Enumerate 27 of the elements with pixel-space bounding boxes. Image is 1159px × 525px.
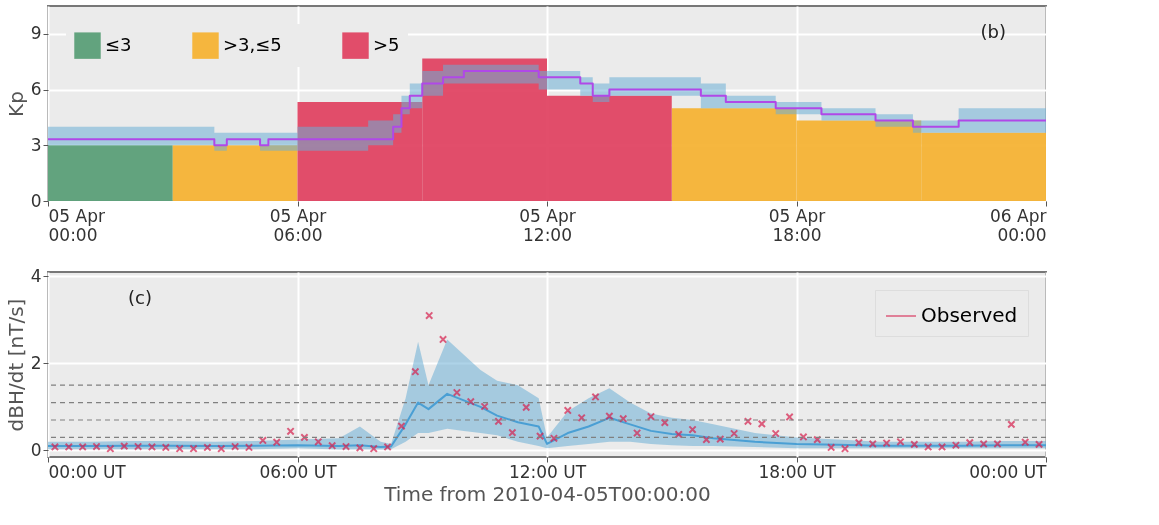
legend-label: >3,≤5: [223, 33, 282, 55]
annotation: (c): [128, 287, 152, 308]
x-tick-label: 05 Apr 06:00: [269, 205, 327, 245]
annotation: (b): [980, 21, 1006, 42]
x-tick-label: 05 Apr 12:00: [519, 205, 576, 245]
line-series: [47, 392, 1047, 448]
x-tick-label: 12:00 UT: [508, 461, 587, 482]
x-tick-label: 06:00 UT: [259, 461, 338, 482]
y-tick-label: 4: [30, 265, 42, 286]
legend-label: Observed: [921, 303, 1018, 327]
x-tick-label: 05 Apr 00:00: [48, 205, 105, 245]
legend-label: >5: [373, 33, 400, 55]
y-tick-label: 9: [30, 23, 42, 44]
legend-label: ≤3: [105, 33, 132, 55]
x-axis-title: Time from 2010-04-05T00:00:00: [383, 481, 711, 506]
x-tick-label: 00:00 UT: [48, 461, 127, 482]
x-tick-label: 06 Apr 00:00: [990, 205, 1047, 245]
y-tick-label: 6: [30, 79, 42, 100]
y-tick-label: 2: [30, 352, 42, 373]
y-tick-label: 0: [30, 190, 42, 211]
y-tick-label: 3: [30, 134, 42, 155]
y-axis-title: dBH/dt [nT/s]: [3, 298, 28, 432]
x-tick-label: 05 Apr 18:00: [768, 205, 826, 245]
x-tick-label: 00:00 UT: [969, 461, 1048, 482]
y-axis-title: Kp: [3, 91, 28, 117]
y-tick-label: 0: [30, 439, 42, 460]
x-tick-label: 18:00 UT: [758, 461, 837, 482]
